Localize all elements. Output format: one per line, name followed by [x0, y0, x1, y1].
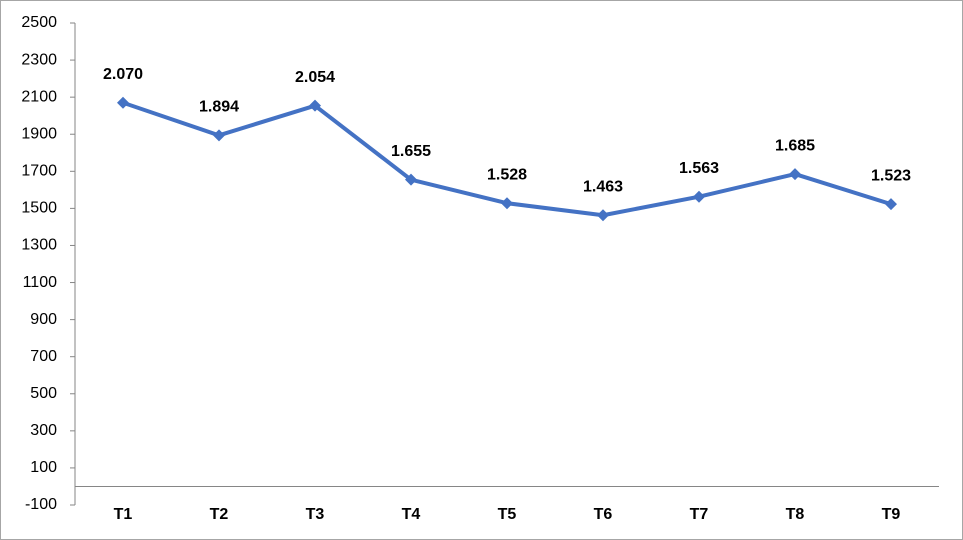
x-tick-label: T7: [690, 506, 709, 523]
data-label: 2.070: [103, 66, 143, 83]
data-label: 1.655: [391, 143, 431, 160]
point-marker: [885, 198, 897, 211]
data-label: 1.685: [775, 137, 815, 154]
x-tick-label: T5: [498, 506, 517, 523]
data-label: 1.563: [679, 160, 719, 177]
y-tick-label: 1700: [21, 163, 57, 180]
point-marker: [501, 197, 513, 210]
y-tick-label: 300: [30, 422, 57, 439]
x-tick-label: T8: [786, 506, 805, 523]
x-tick-label: T1: [114, 506, 133, 523]
y-tick-label: 2300: [21, 51, 57, 68]
point-marker: [309, 99, 321, 112]
x-tick-label: T9: [882, 506, 901, 523]
y-tick-label: 2100: [21, 88, 57, 105]
y-tick-label: 700: [30, 348, 57, 365]
point-marker: [117, 96, 129, 109]
data-label: 1.463: [583, 178, 623, 195]
y-tick-label: 1500: [21, 200, 57, 217]
y-tick-label: -100: [25, 496, 57, 513]
x-tick-label: T3: [306, 506, 325, 523]
x-tick-label: T6: [594, 506, 613, 523]
point-marker: [597, 209, 609, 222]
data-label: 1.894: [199, 99, 239, 116]
data-label: 1.528: [487, 166, 527, 183]
data-label: 2.054: [295, 69, 335, 86]
point-marker: [213, 129, 225, 142]
x-tick-label: T2: [210, 506, 229, 523]
y-tick-label: 100: [30, 459, 57, 476]
point-marker: [693, 190, 705, 203]
y-tick-label: 1100: [23, 274, 58, 291]
y-tick-label: 500: [30, 385, 57, 402]
y-tick-label: 1300: [21, 237, 57, 254]
point-marker: [789, 168, 801, 181]
y-tick-label: 1900: [21, 125, 57, 142]
y-tick-label: 2500: [21, 14, 57, 31]
data-label: 1.523: [871, 167, 911, 184]
y-tick-label: 900: [30, 311, 57, 328]
x-tick-label: T4: [402, 506, 421, 523]
point-marker: [405, 173, 417, 186]
